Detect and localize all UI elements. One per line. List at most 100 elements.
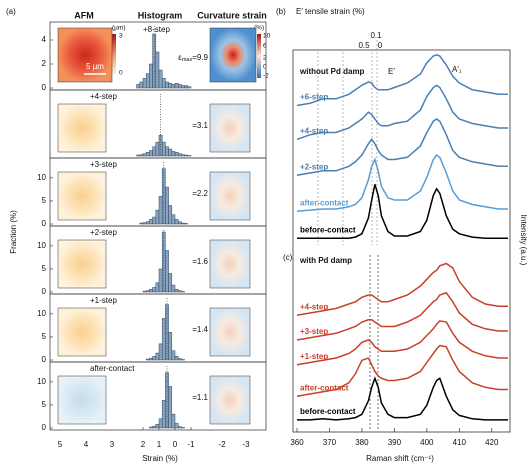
series-label: +1-step — [300, 352, 328, 361]
histogram-bar — [171, 151, 176, 157]
spectrum — [297, 376, 508, 421]
histogram-bar — [158, 69, 163, 89]
y-tick-label: 10 — [37, 173, 46, 182]
x-tick-label: -1 — [187, 440, 195, 449]
scale-bar-label: 5 µm — [86, 62, 104, 71]
histogram-bar — [174, 152, 179, 157]
histogram-bar — [152, 356, 157, 361]
series-label: after-contact — [300, 383, 349, 392]
histogram-bar — [161, 141, 166, 157]
histogram-bar — [174, 82, 179, 89]
series-label: +2-step — [300, 162, 328, 171]
peak-label: E′ — [388, 67, 395, 76]
histogram-bar — [171, 214, 176, 225]
histogram-bar — [155, 282, 160, 293]
spectrum — [296, 262, 508, 317]
colorbar-label: 3 — [119, 33, 123, 40]
strain-max: =1.6 — [192, 257, 208, 266]
histogram-bar — [142, 222, 147, 225]
histogram-bar — [145, 358, 150, 361]
panel-label: (a) — [6, 7, 16, 16]
panel-title: E′ tensile strain (%) — [296, 7, 365, 16]
histogram-bar — [161, 168, 166, 225]
y-axis-label: Fraction (%) — [9, 210, 18, 254]
histogram-bar — [149, 426, 153, 429]
histogram-bar — [161, 318, 166, 361]
histogram-bar — [136, 84, 141, 89]
afm-image — [57, 307, 107, 357]
y-tick-label: 4 — [42, 35, 47, 44]
histogram-bar — [155, 141, 160, 157]
histogram-bar — [149, 63, 153, 89]
histogram-bar — [174, 423, 179, 429]
curvature-image — [209, 375, 251, 425]
spectrum — [296, 320, 508, 366]
histogram-bar — [177, 221, 182, 225]
histogram-bar — [165, 372, 169, 429]
strain-max: =1.4 — [192, 325, 208, 334]
histogram-bar — [152, 287, 157, 293]
histogram-bar — [145, 221, 150, 225]
row-frame — [49, 361, 267, 431]
afm-image — [57, 375, 107, 425]
x-tick-label: 4 — [84, 440, 89, 449]
colorbar-label: 10 — [263, 33, 271, 40]
x-tick-label: 400 — [420, 438, 434, 447]
curvature-image — [209, 27, 257, 83]
histogram-bar — [149, 219, 153, 225]
histogram-bar — [184, 85, 189, 89]
colorbar-label: 0 — [119, 70, 123, 77]
histogram-bar — [174, 219, 179, 225]
colorbar-label: 0 — [263, 64, 267, 71]
x-tick-label: 370 — [323, 438, 337, 447]
histogram-bar — [158, 418, 163, 429]
spectrum — [296, 344, 508, 398]
histogram-bar — [177, 358, 182, 361]
row-label: +3-step — [90, 160, 117, 169]
afm-image — [57, 103, 107, 153]
histogram-bar — [181, 222, 185, 225]
curvature-image — [209, 103, 251, 153]
row-label: after-contact — [90, 364, 135, 373]
histogram-bar — [152, 146, 157, 157]
eps-value: =3.1 — [192, 121, 208, 130]
histogram-bar — [136, 154, 141, 157]
y-tick-label: 0 — [42, 287, 47, 296]
histogram-bar — [187, 86, 192, 89]
curvature-image — [209, 171, 251, 221]
y-tick-label: 0 — [42, 423, 47, 432]
column-title: AFM — [74, 10, 94, 20]
histogram-bar — [152, 216, 157, 225]
histogram-bar — [171, 284, 176, 293]
histogram-bar — [168, 332, 173, 361]
row-label: +8-step — [143, 25, 170, 34]
x-tick-label: -2 — [218, 440, 226, 449]
eps-symbol: ε — [178, 53, 182, 62]
x-tick-label: 0 — [173, 440, 178, 449]
y-tick-label: 10 — [37, 309, 46, 318]
y-tick-label: 5 — [42, 196, 47, 205]
afm-image — [57, 27, 113, 83]
histogram-bar — [155, 51, 160, 89]
strain-max: =1.1 — [192, 393, 208, 402]
histogram-bar — [165, 250, 169, 293]
x-tick-label: 2 — [141, 440, 146, 449]
histogram-bar — [168, 205, 173, 225]
histogram-bar — [165, 304, 169, 361]
histogram-bar — [171, 350, 176, 361]
eps-value: =1.6 — [192, 257, 208, 266]
x-axis-label: Strain (%) — [142, 454, 178, 463]
peak-label: A′₁ — [452, 65, 462, 74]
plot-frame — [292, 49, 511, 433]
histogram-bar — [158, 268, 163, 293]
spectrum — [296, 84, 508, 141]
series-label: +6-step — [300, 93, 328, 102]
strain-mark: 0.5 — [358, 41, 370, 50]
series-label: before-contact — [300, 407, 356, 416]
afm-image — [57, 171, 107, 221]
x-tick-label: 5 — [58, 440, 63, 449]
x-tick-label: 420 — [485, 438, 499, 447]
row-label: +1-step — [90, 296, 117, 305]
y-axis-label: Intensity (a.u.) — [519, 215, 528, 266]
